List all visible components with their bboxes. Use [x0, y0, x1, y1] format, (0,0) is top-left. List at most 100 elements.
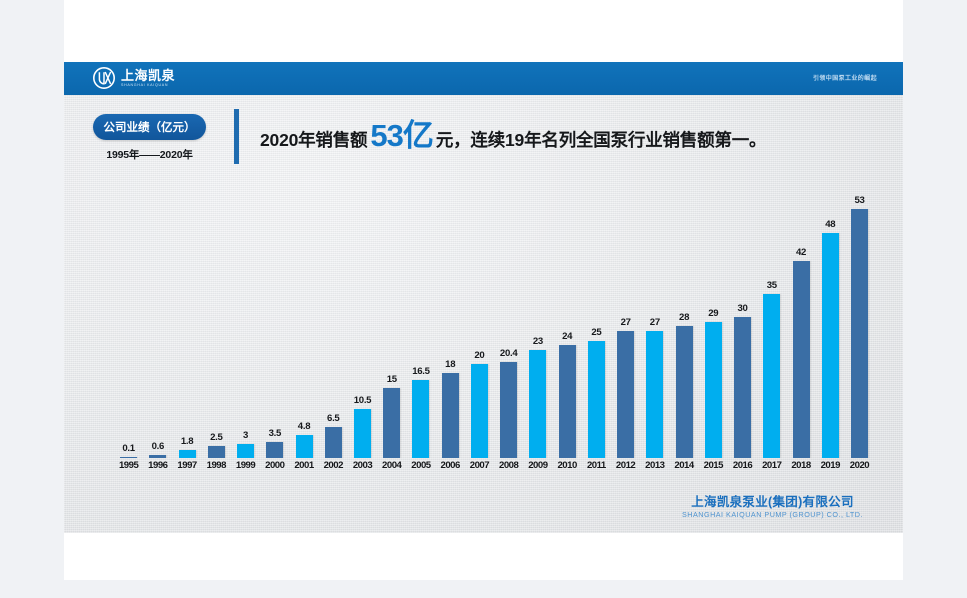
bar-value-label: 27 — [649, 317, 660, 329]
bar — [149, 455, 167, 458]
bar-series: 0.1 0.6 1.8 2.5 3 3.5 4.8 6.5 10.5 15 16.5 18 20 20.4… — [114, 191, 874, 458]
bar-value-label: 0.1 — [122, 442, 135, 454]
x-axis-tick: 2013 — [645, 460, 665, 471]
headline-post: 元，连续19年名列全国泵行业销售额第一。 — [435, 130, 767, 150]
bar-slot: 18 — [436, 191, 465, 458]
x-axis-tick: 2012 — [615, 460, 636, 471]
x-axis-tick: 2006 — [440, 460, 461, 471]
bar-slot: 25 — [582, 191, 611, 458]
chart-panel: 公司业绩（亿元） 1995年——2020年 2020年销售额 53亿 元，连续1… — [64, 95, 903, 533]
x-axis-tick: 2000 — [265, 460, 285, 471]
footer-company-cn: 上海凯泉泵业(集团)有限公司 — [691, 495, 854, 510]
bar-slot: 35 — [757, 191, 786, 458]
x-axis-tick: 2017 — [762, 460, 782, 471]
headline-accent-bar — [234, 109, 239, 164]
bar-slot: 3.5 — [260, 191, 289, 458]
x-axis-tick: 2020 — [849, 460, 870, 471]
bar-value-label: 35 — [766, 279, 777, 291]
bar-slot: 0.1 — [114, 191, 143, 458]
bar-slot: 6.5 — [319, 191, 348, 458]
bar — [266, 441, 284, 458]
headline-pre: 2020年销售额 — [260, 130, 368, 150]
x-axis-tick: 2007 — [469, 460, 490, 471]
brand-logo: 上海凯泉 SHANGHAI KAIQUAN — [92, 66, 175, 90]
footer-company: 上海凯泉泵业(集团)有限公司 SHANGHAI KAIQUAN PUMP (GR… — [682, 495, 863, 519]
x-axis-tick: 2002 — [323, 460, 344, 471]
bar-slot: 42 — [786, 191, 815, 458]
bar — [207, 446, 225, 458]
bar-value-label: 29 — [708, 307, 719, 319]
x-axis-tick: 2015 — [703, 460, 724, 471]
bar-value-label: 25 — [591, 326, 602, 338]
x-axis-tick: 2004 — [382, 460, 402, 471]
bar-slot: 48 — [816, 191, 845, 458]
bar-slot: 29 — [699, 191, 728, 458]
x-axis-tick: 1998 — [206, 460, 227, 471]
bar-value-label: 2.5 — [210, 432, 223, 444]
brand-logo-en: SHANGHAI KAIQUAN — [121, 82, 169, 88]
bar-value-label: 18 — [445, 359, 456, 371]
bar — [587, 340, 605, 458]
x-axis-tick: 1997 — [177, 460, 197, 471]
x-axis-tick: 1999 — [235, 460, 256, 471]
bar — [295, 435, 313, 458]
bar-value-label: 30 — [737, 303, 748, 315]
x-axis-labels: 1995 1996 1997 1998 1999 2000 2001 2002 2003 2004… — [114, 460, 874, 476]
bar-slot: 4.8 — [289, 191, 318, 458]
bar-value-label: 28 — [679, 312, 690, 324]
bar — [675, 326, 693, 458]
bar-slot: 30 — [728, 191, 757, 458]
bar-slot: 27 — [611, 191, 640, 458]
bar-slot: 15 — [377, 191, 406, 458]
bar-slot: 20.4 — [494, 191, 523, 458]
headline-highlight: 53亿 — [370, 118, 433, 153]
bar — [412, 380, 430, 458]
x-axis-tick: 2018 — [791, 460, 811, 471]
bar — [763, 293, 781, 458]
bar-slot: 27 — [640, 191, 669, 458]
bar-value-label: 0.6 — [151, 441, 165, 453]
bar-value-label: 3 — [243, 429, 249, 441]
x-axis-tick: 2014 — [674, 460, 694, 471]
bar-slot: 24 — [553, 191, 582, 458]
x-axis-tick: 2019 — [820, 460, 841, 471]
bar — [500, 362, 518, 458]
brand-logo-cn: 上海凯泉 — [121, 67, 176, 83]
bar-value-label: 27 — [620, 317, 631, 329]
kaiquan-circle-k-logo-icon — [92, 66, 116, 90]
bar-value-label: 10.5 — [353, 394, 372, 406]
bar-value-label: 16.5 — [412, 366, 430, 378]
header-slogan: 引领中国泵工业的崛起 — [812, 76, 877, 82]
bar — [704, 321, 722, 458]
bar-value-label: 20.4 — [499, 348, 518, 360]
bar-value-label: 4.8 — [297, 421, 311, 433]
bar-value-label: 6.5 — [327, 413, 340, 425]
x-axis-tick: 2008 — [498, 460, 519, 471]
bar — [646, 331, 664, 458]
bar-chart-plot: 0.1 0.6 1.8 2.5 3 3.5 4.8 6.5 10.5 15 16.5 18 20 20.4… — [114, 191, 874, 458]
bar-value-label: 1.8 — [180, 435, 194, 447]
headline: 2020年销售额 53亿 元，连续19年名列全国泵行业销售额第一。 — [260, 118, 767, 153]
brand-logo-text: 上海凯泉 SHANGHAI KAIQUAN — [121, 69, 175, 88]
bar-slot: 10.5 — [348, 191, 377, 458]
bar-slot: 28 — [669, 191, 698, 458]
bar-value-label: 42 — [795, 246, 807, 258]
bar-value-label: 53 — [854, 195, 865, 206]
bar — [558, 345, 576, 458]
bar-value-label: 20 — [474, 350, 485, 362]
bar — [850, 209, 868, 458]
x-axis-tick: 2010 — [557, 460, 577, 471]
x-axis-tick: 1996 — [148, 460, 168, 471]
x-axis-tick: 2005 — [411, 460, 431, 471]
bar-value-label: 3.5 — [268, 427, 282, 439]
bar — [383, 387, 401, 458]
bar — [120, 456, 138, 458]
bar-slot: 16.5 — [406, 191, 435, 458]
bar — [441, 373, 459, 458]
bar-slot: 0.6 — [143, 191, 172, 458]
bar — [734, 317, 752, 458]
x-axis-tick: 2003 — [352, 460, 373, 471]
bar-value-label: 23 — [532, 335, 543, 347]
bar — [792, 260, 810, 458]
